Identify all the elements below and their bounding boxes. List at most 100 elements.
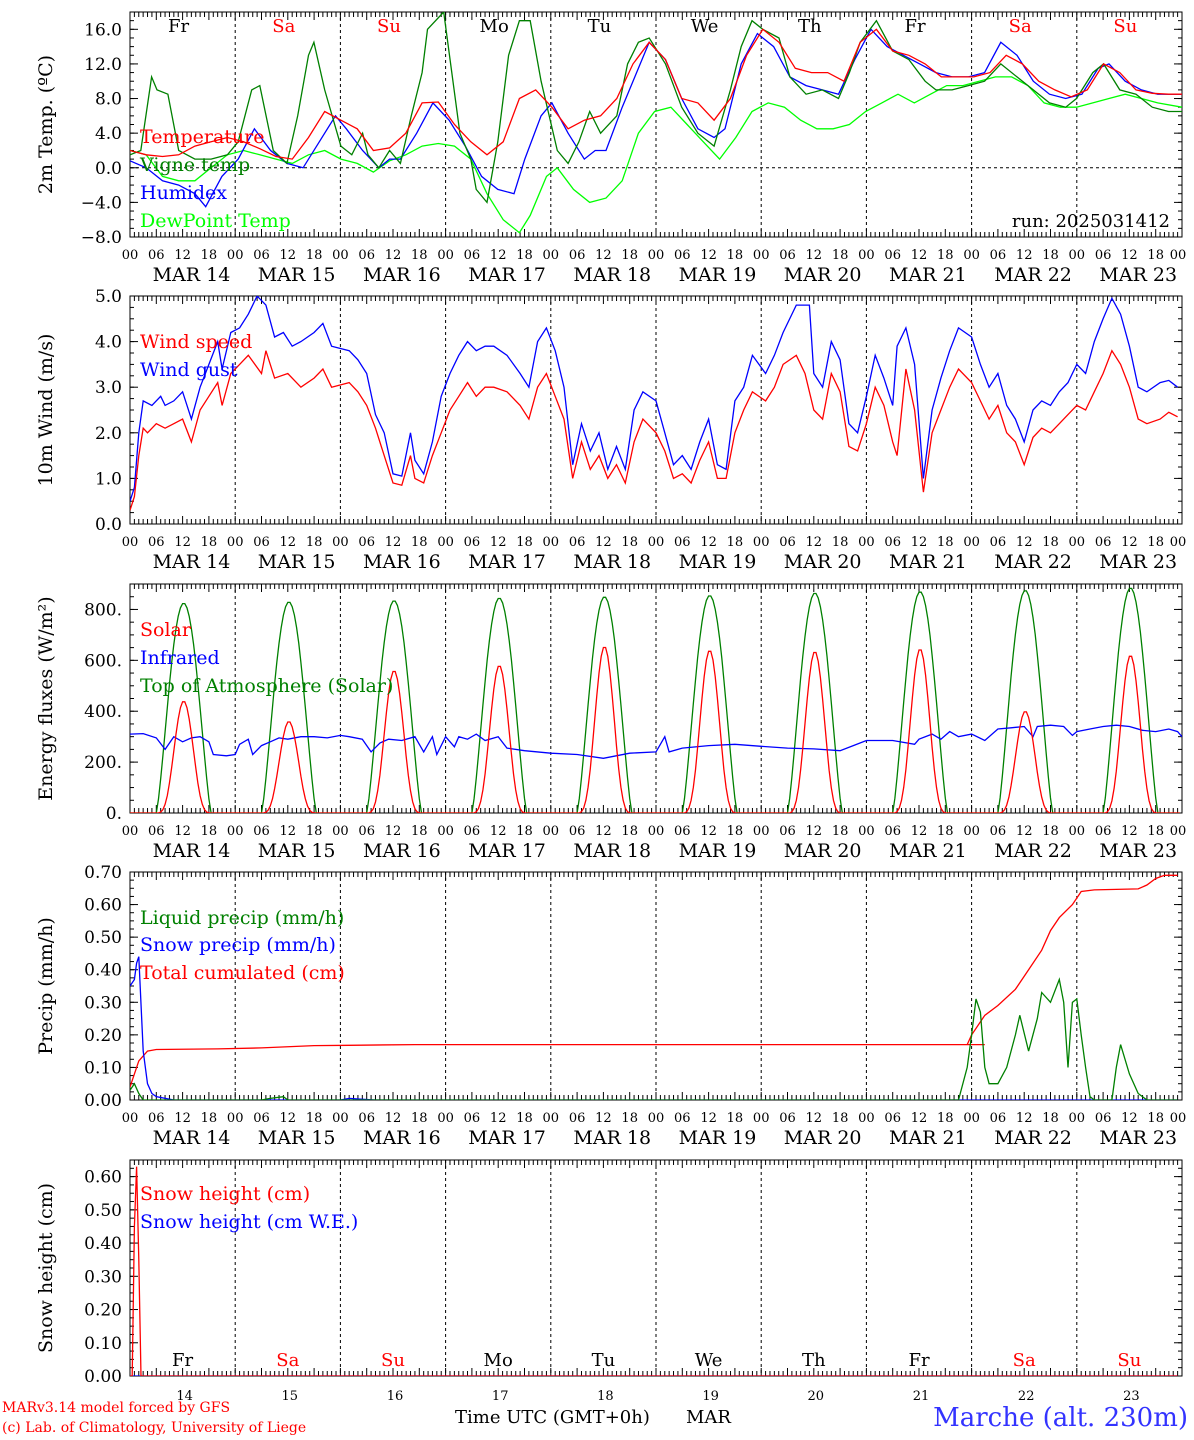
legend-entry: DewPoint Temp [140,210,291,232]
y-tick-label: 0.00 [84,1367,122,1387]
date-label: MAR 21 [889,264,967,286]
hour-label: 12 [1016,535,1033,550]
series-line [130,977,1178,1100]
hour-label: 18 [1147,248,1164,263]
legend-entry: Wind speed [140,331,252,353]
y-axis-label: Energy fluxes (W/m²) [35,596,57,800]
hour-label: 06 [884,1111,901,1126]
hour-label: 00 [437,248,454,263]
hour-label: 06 [1095,1111,1112,1126]
hour-label: 12 [911,248,928,263]
y-tick-label: 0.60 [84,1168,122,1188]
hour-label: 12 [385,535,402,550]
date-label: MAR 20 [784,840,862,862]
date-number: 14 [176,1389,193,1404]
y-axis-label: Precip (mm/h) [35,917,57,1055]
day-name: Fr [172,1350,193,1371]
hour-label: 12 [174,824,191,839]
hour-label: 12 [385,824,402,839]
date-label: MAR 18 [573,264,651,286]
y-tick-label: 0.30 [84,1267,122,1287]
hour-label: 06 [358,535,375,550]
hour-label: 00 [122,248,139,263]
date-label: MAR 19 [679,840,757,862]
day-name: Tu [588,16,612,37]
legend-entry: Snow height (cm) [140,1183,310,1205]
hour-label: 00 [122,535,139,550]
day-name: Sa [1013,1350,1036,1371]
hour-label: 12 [911,535,928,550]
date-number: 22 [1018,1389,1035,1404]
hour-label: 12 [174,535,191,550]
hour-label: 18 [516,248,533,263]
hour-label: 00 [753,535,770,550]
series-line [130,956,1178,1100]
day-name: Su [1113,16,1137,37]
hour-label: 12 [595,248,612,263]
y-tick-label: −8.0 [81,228,122,248]
day-name: Fr [904,16,925,37]
date-label: MAR 22 [994,1127,1072,1149]
hour-label: 12 [1121,535,1138,550]
hour-label: 12 [174,248,191,263]
date-label: MAR 17 [468,840,546,862]
hour-label: 00 [122,1111,139,1126]
y-tick-label: 4.0 [95,333,122,353]
hour-label: 12 [280,248,297,263]
hour-label: 18 [516,824,533,839]
hour-label: 00 [963,1111,980,1126]
day-name: Su [1117,1350,1141,1371]
date-label: MAR 16 [363,264,441,286]
hour-label: 06 [779,824,796,839]
date-label: MAR 22 [994,840,1072,862]
y-axis-label: 2m Temp. (ºC) [35,55,57,194]
legend-entry: Liquid precip (mm/h) [140,907,344,929]
date-label: MAR 22 [994,551,1072,573]
day-name: Fr [908,1350,929,1371]
hour-label: 12 [1121,824,1138,839]
hour-label: 18 [1147,824,1164,839]
hour-label: 00 [753,1111,770,1126]
date-label: MAR 16 [363,840,441,862]
hour-label: 18 [832,1111,849,1126]
date-label: MAR 20 [784,264,862,286]
date-label: MAR 16 [363,1127,441,1149]
hour-label: 12 [280,535,297,550]
date-label: MAR 15 [258,1127,336,1149]
hour-label: 00 [227,1111,244,1126]
date-label: MAR 15 [258,840,336,862]
legend-entry: Infrared [140,647,220,669]
hour-label: 18 [832,248,849,263]
hour-label: 00 [1170,248,1187,263]
hour-label: 00 [122,824,139,839]
hour-label: 18 [201,824,218,839]
hour-label: 06 [1095,248,1112,263]
hour-label: 12 [595,535,612,550]
y-axis-label: Snow height (cm) [35,1183,57,1353]
legend-entry: Snow height (cm W.E.) [140,1211,358,1233]
date-label: MAR 20 [784,551,862,573]
y-tick-label: 0.60 [84,896,122,916]
hour-label: 06 [148,535,165,550]
day-name: Sa [276,1350,299,1371]
series-line [130,28,1182,208]
hour-label: 12 [700,1111,717,1126]
hour-label: 00 [963,824,980,839]
plot-frame [129,11,1183,238]
date-label: MAR 15 [258,551,336,573]
day-name: Tu [592,1350,616,1371]
hour-label: 00 [1069,1111,1086,1126]
day-name: Fr [168,16,189,37]
hour-label: 00 [648,535,665,550]
hour-label: 18 [411,535,428,550]
series-line [130,646,1180,813]
hour-label: 12 [700,248,717,263]
hour-label: 06 [569,824,586,839]
hour-label: 06 [253,1111,270,1126]
date-label: MAR 21 [889,1127,967,1149]
hour-label: 06 [884,248,901,263]
hour-label: 18 [832,824,849,839]
y-tick-label: 400. [84,702,122,722]
hour-label: 12 [490,824,507,839]
hour-label: 00 [648,824,665,839]
